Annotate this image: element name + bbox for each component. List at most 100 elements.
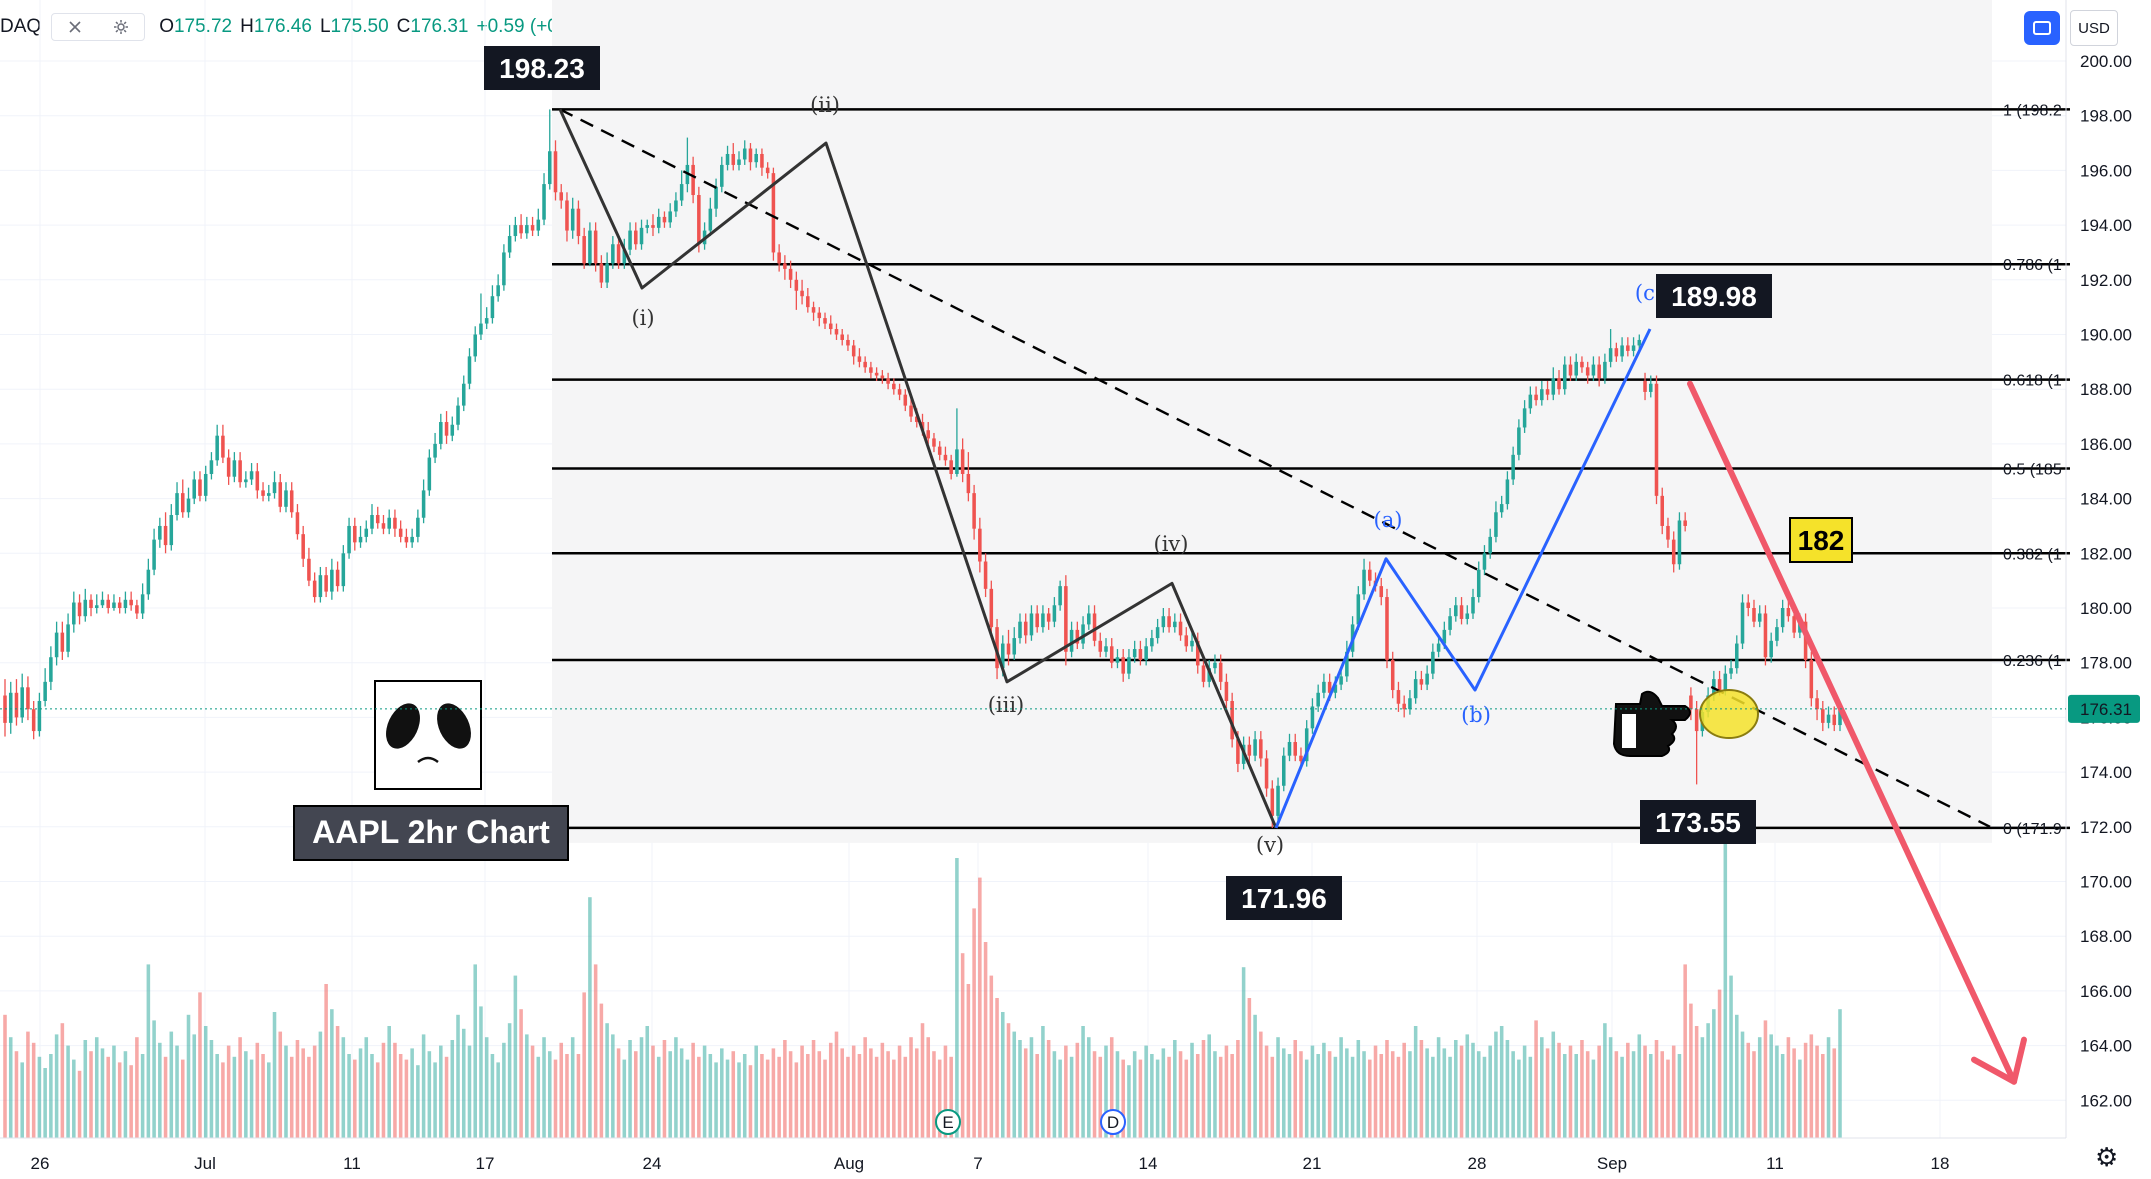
volume-bar <box>353 1059 357 1138</box>
candle-body <box>1803 621 1808 660</box>
volume-bar <box>43 1068 47 1138</box>
volume-bar <box>1132 1051 1137 1138</box>
candle-body <box>496 285 500 297</box>
gear-icon[interactable]: ⚙ <box>2095 1142 2119 1172</box>
volume-bar <box>135 1037 139 1138</box>
candle-body <box>748 148 753 163</box>
price-callout[interactable]: 173.55 <box>1640 800 1756 844</box>
trendline[interactable] <box>559 108 1991 828</box>
candle-body <box>863 361 867 368</box>
volume-bar <box>1476 1051 1481 1138</box>
price-callout[interactable]: 171.96 <box>1226 876 1342 920</box>
projection-arrow-head[interactable] <box>1971 1036 2027 1085</box>
candle-body <box>1018 621 1022 639</box>
close-icon[interactable] <box>68 20 82 34</box>
candle-body <box>163 525 168 546</box>
candle-body <box>1281 755 1286 786</box>
volume-bar <box>1494 1031 1498 1138</box>
volume-bar <box>398 1054 403 1138</box>
candle-body <box>1379 586 1384 598</box>
candle-body <box>582 236 586 264</box>
volume-bar <box>955 858 959 1138</box>
candle-body <box>1631 345 1636 351</box>
volume-bar <box>1459 1045 1464 1138</box>
settings-icon[interactable] <box>113 19 129 35</box>
symbol-label[interactable]: DAQ <box>0 16 42 37</box>
legend-toolbar[interactable] <box>51 13 146 41</box>
volume-bar <box>473 964 477 1138</box>
volume-bar <box>943 1045 948 1138</box>
candle-body <box>473 334 477 357</box>
candle-body <box>914 416 919 423</box>
event-marker[interactable]: D <box>1100 1109 1126 1135</box>
x-tick-label: 24 <box>643 1154 662 1173</box>
candle-body <box>1064 586 1068 652</box>
candle-body <box>1109 646 1114 663</box>
volume-bar <box>892 1059 896 1138</box>
volume-bar <box>1373 1045 1378 1138</box>
volume-bar <box>1138 1059 1143 1138</box>
volume-bar <box>439 1045 443 1138</box>
wave-lines[interactable] <box>558 108 1652 829</box>
volume-bar <box>800 1045 804 1138</box>
candle-body <box>221 435 225 458</box>
volume-bar <box>226 1045 231 1138</box>
volume-bar <box>1087 1037 1091 1138</box>
volume-bar <box>1018 1040 1022 1138</box>
impulse-wave-path[interactable] <box>558 108 1278 829</box>
volume-bar <box>1660 1051 1665 1138</box>
candle-body <box>800 290 804 297</box>
price-callout[interactable]: 198.23 <box>484 46 600 90</box>
candle-body <box>1505 479 1510 505</box>
candle-body <box>1270 788 1275 816</box>
volume-bar <box>1683 964 1687 1138</box>
volume-bar <box>261 1054 265 1138</box>
volume-bar <box>1499 1026 1504 1138</box>
volume-bar <box>1482 1056 1487 1138</box>
volume-bar <box>284 1045 288 1138</box>
volume-bar <box>1195 1054 1200 1138</box>
y-axis[interactable]: 200.00 198.00 196.00 194.00 192.00 190.00 188.… <box>0 0 2140 1138</box>
volume-bar <box>1631 1051 1636 1138</box>
event-marker[interactable]: E <box>935 1109 961 1135</box>
abc-wave-path[interactable] <box>1274 328 1652 829</box>
callout-box <box>1789 517 1853 563</box>
volume-bar <box>903 1056 908 1138</box>
close-label: C <box>396 16 411 37</box>
candle-body <box>565 200 569 231</box>
y-tick-label: 168.00 <box>2080 927 2132 946</box>
candle-body <box>1121 657 1125 674</box>
candle-body <box>1517 427 1521 455</box>
volume-bar <box>880 1042 885 1138</box>
candle-body <box>634 230 638 245</box>
volume-bar <box>966 984 971 1138</box>
candle-body <box>175 493 179 516</box>
volume-bar <box>685 1059 690 1138</box>
downtrend-line[interactable] <box>559 108 1991 828</box>
volume-bar <box>8 1037 13 1138</box>
projection-arrow[interactable] <box>1687 380 2027 1085</box>
price-callout[interactable]: 182 <box>1789 517 1853 563</box>
volume-bar <box>1069 1056 1074 1138</box>
volume-bar <box>777 1056 781 1138</box>
volume-bar <box>404 1059 409 1138</box>
volume-bar <box>1161 1048 1166 1138</box>
wave-label: (iv) <box>1154 532 1189 556</box>
low-label: L <box>319 16 331 37</box>
y-tick-label: 162.00 <box>2080 1091 2132 1110</box>
volume-bar <box>1362 1051 1366 1138</box>
annotations[interactable]: (i)(ii)(iii)(iv)(v)(a)(b)(c)198.23189.98… <box>293 46 1853 920</box>
x-axis[interactable]: 26 Jul 11 17 24 Aug 7 14 21 28 Sep 11 18 E D <box>0 1109 2066 1173</box>
volume-bar <box>1052 1051 1057 1138</box>
candle-body <box>1327 681 1332 693</box>
candle-body <box>1683 520 1687 526</box>
candle-body <box>1236 739 1240 764</box>
projection-arrow-shaft[interactable] <box>1687 380 2017 1085</box>
fullscreen-icon[interactable] <box>2024 11 2060 45</box>
volume-bar <box>175 1045 179 1138</box>
price-callout[interactable]: 189.98 <box>1656 274 1772 318</box>
volume-bar <box>708 1054 713 1138</box>
volume-bar <box>1201 1040 1206 1138</box>
currency-selector[interactable]: USD <box>2070 10 2118 46</box>
